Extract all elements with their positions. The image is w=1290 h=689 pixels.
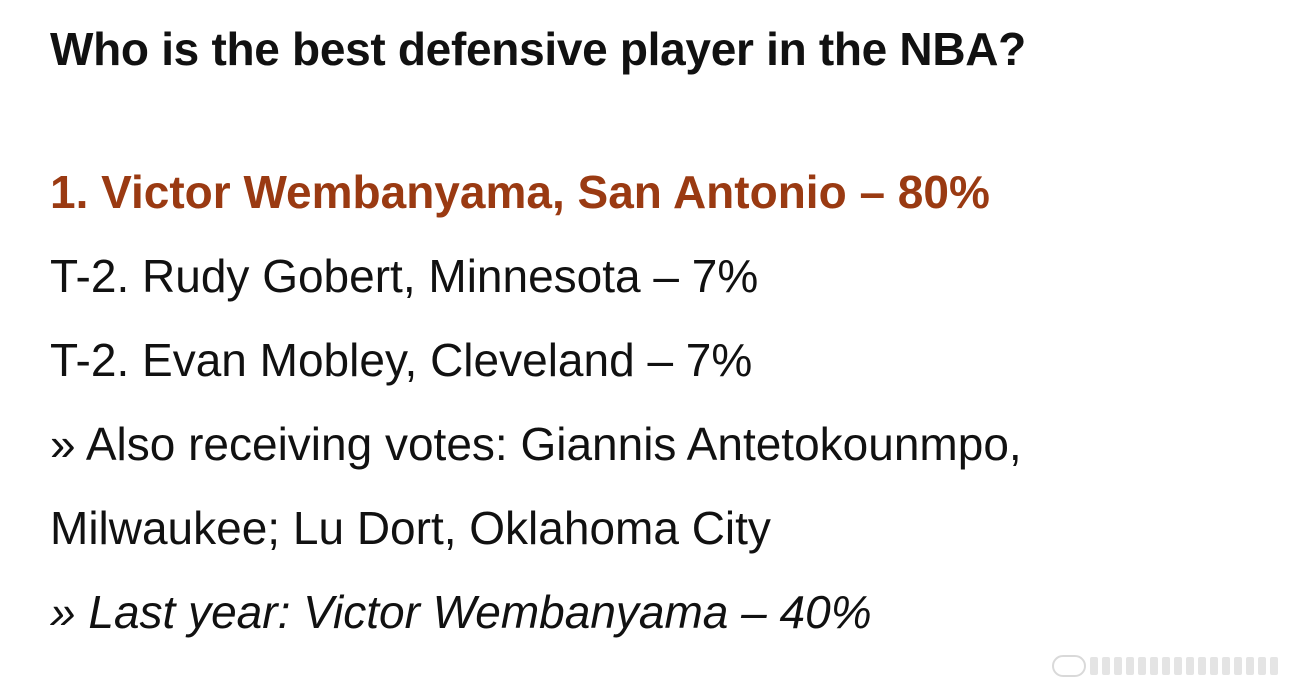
watermark-glyph-icon <box>1222 657 1230 675</box>
watermark-glyph-icon <box>1102 657 1110 675</box>
watermark-glyph-icon <box>1174 657 1182 675</box>
watermark-glyph-icon <box>1150 657 1158 675</box>
result-tied-second-mobley: T-2. Evan Mobley, Cleveland – 7% <box>50 334 753 386</box>
watermark-glyph-icon <box>1186 657 1194 675</box>
watermark-glyph-icon <box>1114 657 1122 675</box>
watermark-glyph-icon <box>1246 657 1254 675</box>
result-first-place: 1. Victor Wembanyama, San Antonio – 80% <box>50 166 990 218</box>
poll-question: Who is the best defensive player in the … <box>50 23 1026 75</box>
watermark-glyph-icon <box>1270 657 1278 675</box>
watermark-glyph-icon <box>1138 657 1146 675</box>
result-tied-second-gobert: T-2. Rudy Gobert, Minnesota – 7% <box>50 250 759 302</box>
watermark-glyph-icon <box>1210 657 1218 675</box>
watermark-glyph-icon <box>1258 657 1266 675</box>
watermark-glyph-icon <box>1198 657 1206 675</box>
watermark-logo-icon <box>1052 655 1086 677</box>
poll-results: 1. Victor Wembanyama, San Antonio – 80% … <box>50 150 1240 654</box>
last-year-result: » Last year: Victor Wembanyama – 40% <box>50 586 872 638</box>
watermark-glyph-icon <box>1234 657 1242 675</box>
watermark <box>1052 655 1278 677</box>
watermark-glyph-icon <box>1162 657 1170 675</box>
watermark-glyph-icon <box>1126 657 1134 675</box>
also-receiving-votes: » Also receiving votes: Giannis Antetoko… <box>50 418 1022 554</box>
watermark-glyph-icon <box>1090 657 1098 675</box>
